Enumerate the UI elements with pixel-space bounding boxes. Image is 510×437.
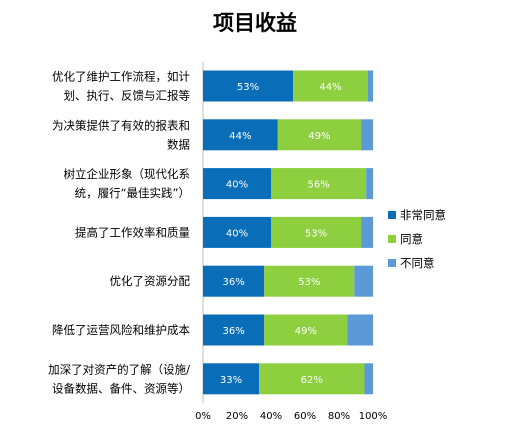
bar-3-2	[361, 119, 373, 151]
legend-swatch-2	[388, 235, 396, 243]
category-label-4-line-1: 提高了工作效率和质量	[75, 225, 190, 239]
bar-3-7	[364, 363, 373, 395]
bar-label-2-5: 53%	[298, 277, 320, 288]
bar-1-7	[203, 363, 260, 395]
bar-label-1-1: 53%	[237, 82, 259, 93]
bar-1-5	[203, 265, 265, 297]
chart-title: 项目收益	[213, 11, 297, 35]
bar-1-2	[203, 119, 278, 151]
bar-label-2-3: 56%	[307, 180, 329, 191]
bar-label-2-4: 53%	[305, 228, 327, 239]
category-label-3-line-1: 树立企业形象（现代化系	[64, 167, 191, 181]
bar-3-3	[366, 168, 373, 200]
bar-label-1-4: 40%	[226, 228, 248, 239]
bar-2-6	[264, 314, 348, 346]
legend-swatch-3	[388, 259, 396, 267]
x-tick-label-4: 60%	[294, 411, 316, 422]
category-label-7-line-2: 设备数据、备件、资源等）	[52, 381, 190, 395]
category-label-1-line-2: 划、执行、反馈与汇报等	[64, 89, 191, 103]
bar-label-1-5: 36%	[222, 277, 244, 288]
bar-label-2-7: 62%	[301, 375, 323, 386]
bar-3-1	[367, 70, 373, 102]
bar-3-4	[361, 216, 373, 248]
legend-label-1: 非常同意	[400, 208, 446, 222]
x-tick-label-6: 100%	[359, 411, 388, 422]
bar-label-2-2: 49%	[308, 131, 330, 142]
bar-1-1	[203, 70, 294, 102]
bar-label-2-6: 49%	[295, 326, 317, 337]
x-tick-label-3: 40%	[260, 411, 282, 422]
category-label-3-line-2: 统，履行“最佳实践”）	[75, 186, 190, 200]
bar-label-1-3: 40%	[226, 180, 248, 191]
bar-3-5	[354, 265, 373, 297]
bar-3-6	[347, 314, 373, 346]
bar-label-1-7: 33%	[220, 375, 242, 386]
x-tick-label-5: 80%	[328, 411, 350, 422]
bar-2-5	[264, 265, 355, 297]
category-label-2-line-1: 为决策提供了有效的报表和	[52, 118, 190, 132]
legend-label-3: 不同意	[400, 256, 435, 270]
category-label-5-line-1: 优化了资源分配	[110, 274, 191, 288]
category-label-1-line-1: 优化了维护工作流程，如计	[52, 70, 190, 84]
bar-2-3	[271, 168, 367, 200]
legend-swatch-1	[388, 211, 396, 219]
category-label-7-line-1: 加深了对资产的了解（设施/	[48, 362, 190, 376]
bar-2-7	[259, 363, 365, 395]
bar-label-1-6: 36%	[222, 326, 244, 337]
x-tick-label-1: 0%	[195, 411, 211, 422]
bar-1-6	[203, 314, 265, 346]
category-label-2-line-2: 数据	[167, 137, 190, 151]
bar-1-4	[203, 216, 271, 248]
x-tick-label-2: 20%	[226, 411, 248, 422]
bar-2-4	[271, 216, 362, 248]
bar-2-2	[277, 119, 362, 151]
bar-label-1-2: 44%	[229, 131, 251, 142]
category-label-6-line-1: 降低了运营风险和维护成本	[52, 323, 190, 337]
legend-label-2: 同意	[400, 232, 423, 246]
bar-label-2-1: 44%	[319, 82, 341, 93]
bar-1-3	[203, 168, 271, 200]
bar-2-1	[293, 70, 368, 102]
